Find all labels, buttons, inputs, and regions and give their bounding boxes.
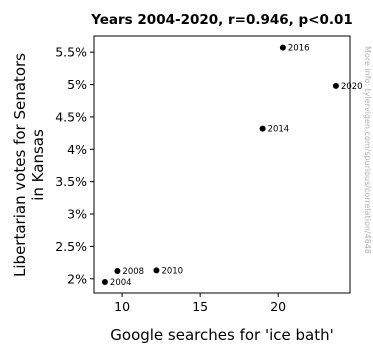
watermark: More info: tylervigen.com/spurious/corre… — [363, 46, 372, 254]
data-point — [259, 125, 266, 132]
x-tick-label: 20 — [270, 299, 286, 314]
data-point-label: 2008 — [122, 267, 144, 277]
data-point — [153, 267, 160, 274]
x-axis-label: Google searches for 'ice bath' — [110, 326, 333, 344]
watermark-text: More info: tylervigen.com/spurious/corre… — [363, 46, 372, 254]
data-point-label: 2014 — [268, 125, 290, 135]
chart-title: Years 2004-2020, r=0.946, p<0.01 — [90, 12, 353, 28]
y-tick-label: 4.5% — [55, 109, 87, 124]
y-axis-label-line-2: in Kansas — [29, 129, 47, 201]
y-axis-label: Libertarian votes for Senators in Kansas — [11, 53, 47, 277]
y-axis-ticks: 2% 2.5% 3% 3.5% 4% 4.5% 5% 5.5% — [55, 45, 94, 286]
data-point — [101, 278, 108, 285]
y-tick-label: 3.5% — [55, 174, 87, 189]
data-point — [332, 82, 339, 89]
data-point-label: 2020 — [341, 82, 363, 92]
data-point — [114, 267, 121, 274]
y-tick-label: 5% — [67, 77, 87, 92]
x-tick-label: 10 — [114, 299, 130, 314]
y-tick-label: 3% — [67, 207, 87, 222]
x-tick-label: 15 — [192, 299, 208, 314]
y-tick-label: 2.5% — [55, 239, 87, 254]
y-tick-label: 4% — [67, 142, 87, 157]
y-tick-label: 2% — [67, 271, 87, 286]
data-point-label: 2004 — [110, 278, 132, 288]
y-axis-label-line-1: Libertarian votes for Senators — [11, 53, 29, 277]
y-tick-label: 5.5% — [55, 45, 87, 60]
data-point-label: 2010 — [161, 266, 183, 276]
plot-frame — [93, 35, 351, 294]
data-point-label: 2016 — [288, 44, 310, 54]
x-axis-ticks: 10 15 20 — [114, 293, 286, 314]
data-point — [279, 44, 286, 51]
